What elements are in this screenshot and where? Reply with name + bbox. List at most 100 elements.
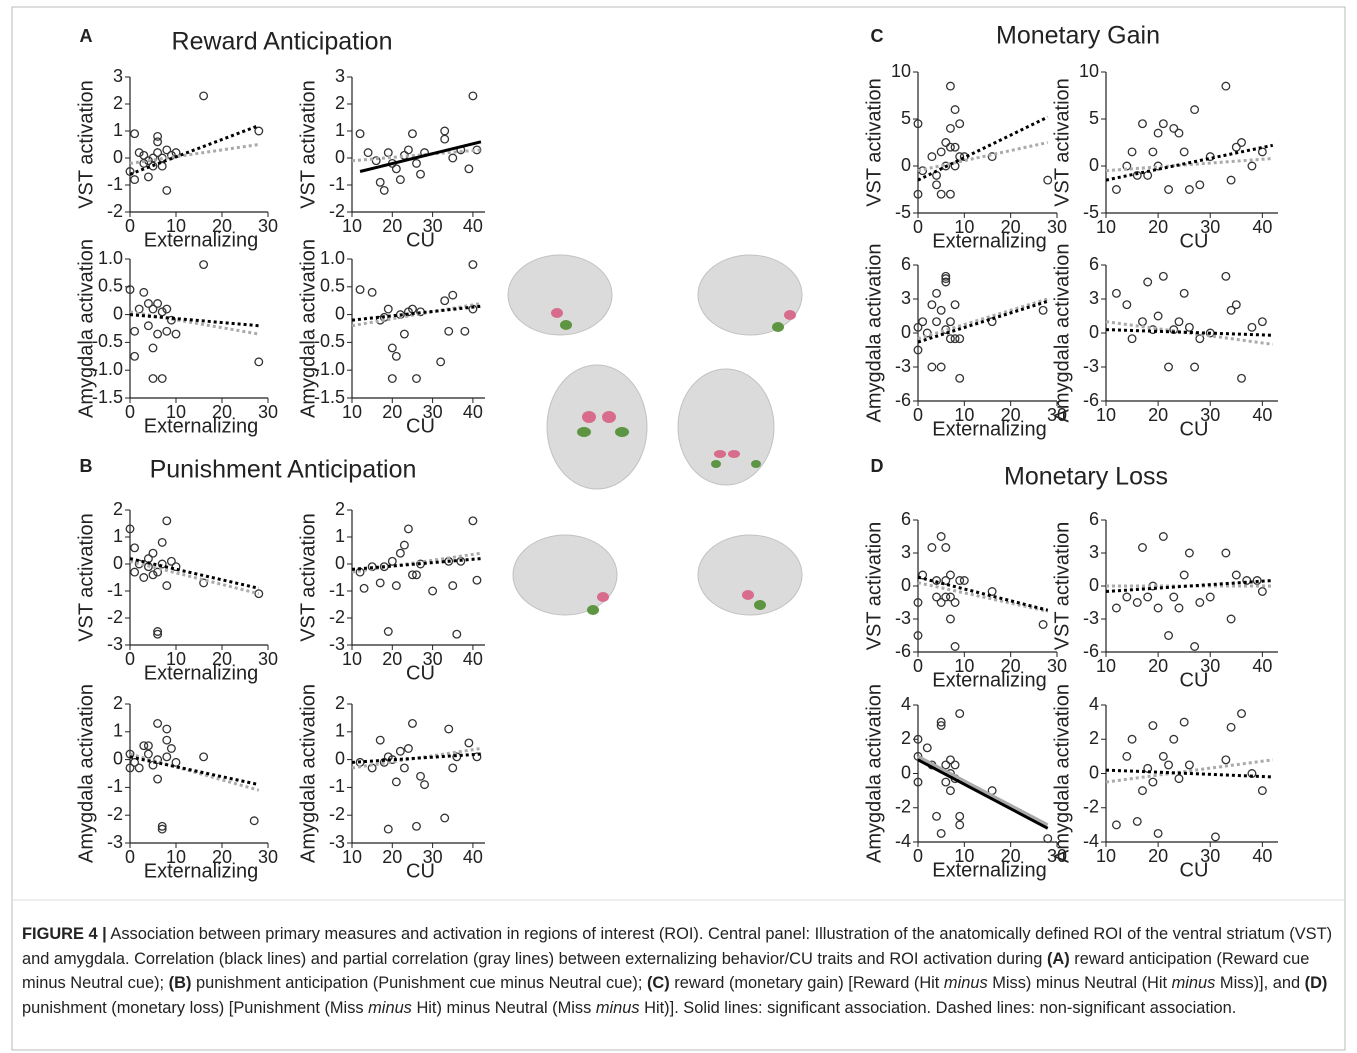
data-point: [922, 328, 932, 338]
data-point: [254, 126, 264, 136]
y-tick-label: 10: [891, 61, 911, 81]
x-tick-label: 40: [1252, 217, 1272, 237]
brain-axial: [546, 364, 648, 490]
data-point: [1190, 105, 1200, 115]
data-point: [1247, 161, 1257, 171]
y-tick-label: 6: [1089, 509, 1099, 529]
panel-letter: C: [871, 26, 884, 46]
x-axis-label: CU: [406, 415, 435, 437]
x-axis-label: CU: [406, 860, 435, 882]
data-point: [1179, 570, 1189, 580]
data-point: [403, 145, 413, 155]
data-point: [254, 589, 264, 599]
data-point: [1226, 722, 1236, 732]
fit-line: [917, 575, 1049, 612]
fit-line: [1105, 579, 1273, 593]
y-tick-label: 2: [335, 693, 345, 713]
data-point: [130, 129, 140, 139]
y-tick-label: 2: [113, 93, 123, 113]
data-point: [1038, 620, 1048, 629]
data-point: [1231, 570, 1241, 580]
data-point: [927, 362, 937, 372]
data-point: [199, 91, 209, 101]
fit-line: [359, 140, 482, 173]
data-point: [945, 81, 955, 91]
y-tick-label: 0.5: [320, 276, 345, 296]
data-point: [355, 129, 365, 139]
data-point: [1143, 763, 1153, 773]
data-point: [913, 119, 923, 129]
data-point: [162, 752, 172, 762]
caption-text: minus: [368, 998, 412, 1017]
data-point: [1043, 834, 1053, 844]
data-point: [941, 138, 951, 147]
caption-text: (C): [646, 974, 670, 992]
data-point: [134, 304, 144, 314]
data-point: [1184, 760, 1194, 770]
data-point: [139, 150, 149, 160]
y-tick-label: 3: [335, 66, 345, 86]
y-tick-label: -3: [329, 634, 345, 654]
data-point: [1111, 185, 1121, 194]
y-tick-label: -2: [329, 804, 345, 824]
data-point: [1164, 362, 1173, 372]
data-point: [134, 763, 144, 773]
caption: FIGURE 4 | Association between primary m…: [22, 922, 1334, 1020]
fit-line: [351, 752, 482, 764]
panel-title: Monetary Loss: [1004, 463, 1168, 491]
data-point: [1148, 777, 1158, 787]
data-point: [143, 172, 153, 182]
y-axis-label: Amygdala activation: [863, 684, 885, 863]
data-point: [367, 287, 377, 297]
data-point: [157, 824, 167, 834]
data-point: [945, 570, 955, 580]
x-tick-label: 10: [954, 217, 974, 237]
data-point: [1195, 598, 1205, 607]
y-tick-label: -1: [329, 174, 345, 194]
y-tick-label: 0: [1089, 322, 1099, 342]
figure-frame: [11, 6, 1346, 1051]
data-point: [139, 573, 149, 582]
y-tick-label: -3: [895, 608, 911, 628]
y-tick-label: 3: [1089, 542, 1099, 562]
x-tick-label: 20: [382, 402, 402, 422]
data-point: [1038, 305, 1048, 315]
panel-letter: B: [80, 456, 93, 476]
data-point: [148, 548, 158, 558]
data-point: [1221, 548, 1231, 558]
data-point: [363, 148, 373, 158]
panel-title: Monetary Gain: [996, 22, 1160, 50]
data-point: [440, 126, 450, 136]
data-point: [143, 741, 153, 751]
data-point: [945, 317, 955, 327]
y-tick-label: 2: [1089, 728, 1099, 748]
x-tick-label: 30: [423, 847, 443, 867]
data-point: [955, 576, 965, 585]
data-point: [950, 142, 960, 152]
y-tick-label: -1: [107, 174, 123, 194]
data-point: [941, 543, 951, 552]
data-point: [375, 735, 385, 745]
x-tick-label: 30: [1200, 656, 1220, 676]
fit-line: [917, 755, 1049, 827]
y-tick-label: -3: [895, 356, 911, 376]
x-axis-label: CU: [1180, 859, 1209, 881]
data-point: [391, 581, 401, 591]
data-point: [403, 744, 413, 753]
data-point: [468, 260, 478, 270]
caption-text: Miss) minus Neutral (Hit: [987, 974, 1172, 992]
data-point: [157, 374, 167, 383]
x-tick-label: 40: [463, 216, 483, 236]
y-tick-label: -2: [895, 797, 911, 817]
y-tick-label: -0.5: [92, 331, 123, 351]
x-tick-label: 30: [1200, 217, 1220, 237]
x-tick-label: 40: [463, 649, 483, 669]
data-point: [913, 345, 923, 355]
data-point: [448, 290, 458, 300]
x-tick-label: 30: [258, 649, 278, 669]
data-point: [125, 524, 135, 534]
data-point: [166, 744, 176, 753]
data-point: [199, 260, 209, 270]
data-point: [913, 734, 923, 744]
